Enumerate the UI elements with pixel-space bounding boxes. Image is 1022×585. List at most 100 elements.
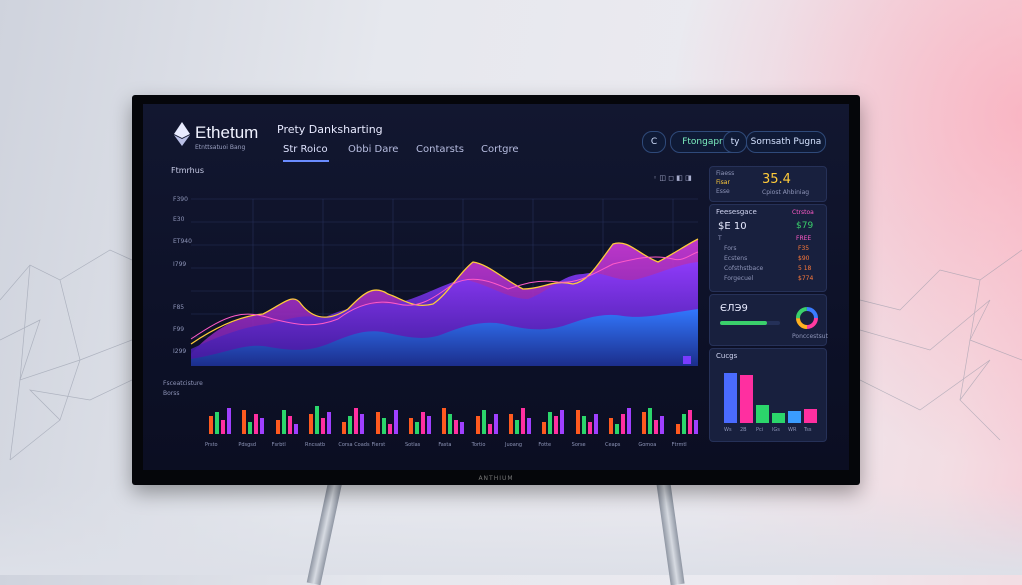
mini-bar — [660, 416, 665, 434]
bar-group: Sotlas — [403, 380, 436, 450]
bar-group-label: Rncsatb — [305, 442, 326, 448]
mini-bar — [354, 408, 359, 434]
active-tab-underline — [283, 160, 329, 162]
mini-bar — [227, 408, 231, 434]
bar-group-label: Fotte — [538, 442, 552, 448]
tv-brand: ANTHIUM — [478, 475, 514, 482]
mini-bar — [527, 418, 531, 434]
list-row-value: F35 — [798, 245, 810, 252]
mini-bar — [675, 424, 680, 434]
tab-data[interactable]: Obbi Dare — [348, 144, 399, 155]
bar-strip: Prsto Pdsgsd Fsrbtl Rncsatb Corsa Coads Fiers… — [203, 380, 703, 450]
mini-bar — [654, 420, 659, 434]
mini-bar — [693, 420, 698, 434]
mini-bar — [387, 424, 392, 434]
side-bars-label: Cucgs — [716, 352, 738, 360]
bar-group: Ftrmtl — [670, 380, 703, 450]
bar-group-label: Juoang — [505, 442, 523, 448]
tv-monitor: Ethetum Prety Danksharting Etnttsatuoi B… — [132, 95, 860, 485]
bar-group: Ceaps — [603, 380, 636, 450]
side-bar — [724, 373, 737, 423]
mini-bar — [475, 416, 480, 434]
side-bar-card: Cucgs Ws 2B Pci lGs WR Tss — [709, 348, 827, 442]
side-bar-tick: Tss — [804, 427, 812, 433]
bar-group-label: Sorse — [571, 442, 586, 448]
tab-charts[interactable]: Cortgre — [481, 144, 519, 155]
floor — [0, 485, 1022, 575]
y-tick: I799 — [173, 261, 187, 268]
bar-strip-label-1: Fsceatcisture — [163, 380, 203, 387]
headline-value: $E 10 — [718, 221, 747, 232]
mini-bar — [627, 408, 631, 434]
mini-bar — [221, 420, 225, 434]
bar-group: Pdsgsd — [236, 380, 269, 450]
side-bar-tick: WR — [788, 427, 797, 433]
list-row-label: Fors — [724, 245, 737, 252]
mini-bar — [393, 410, 398, 434]
bar-group: Juoang — [503, 380, 536, 450]
y-tick: F99 — [173, 326, 185, 333]
mini-bar — [321, 418, 325, 434]
side-bar — [756, 405, 769, 423]
stat-line1: Fiaess — [716, 170, 735, 177]
bar-group: Fsrbtl — [270, 380, 303, 450]
list-card: Feesesgace Ctrstoa $E 10 $79 T FREE Fors… — [709, 204, 827, 292]
bar-group-label: Gomoa — [638, 442, 657, 448]
mini-bar — [581, 416, 586, 434]
mini-bar — [342, 422, 347, 434]
mini-bar — [248, 422, 253, 434]
stat-card: Fiaess Fisar Esse 35.4 Cpiost Ahbiniag — [709, 166, 827, 202]
tab-overview[interactable]: Str Roico — [283, 144, 328, 155]
bar-group-label: Ftrmtl — [671, 442, 687, 448]
side-bar — [788, 411, 801, 423]
mini-bar — [575, 410, 580, 434]
mini-bar — [215, 412, 219, 434]
dashboard-screen: Ethetum Prety Danksharting Etnttsatuoi B… — [143, 104, 849, 470]
stat-value-sub: Cpiost Ahbiniag — [762, 189, 810, 196]
bar-group-label: Prsto — [205, 442, 218, 448]
mini-bar — [509, 414, 513, 434]
mini-bar — [687, 410, 692, 434]
mini-bar — [487, 424, 492, 434]
y-tick: I299 — [173, 348, 187, 355]
mini-bar — [621, 414, 625, 434]
bar-group-label: Corsa Coads — [338, 442, 370, 448]
bar-group: Fierst — [370, 380, 403, 450]
mini-bar — [381, 418, 386, 434]
mini-bar — [542, 422, 547, 434]
mini-bar — [415, 422, 419, 434]
stat-value: 35.4 — [762, 172, 791, 187]
stat-line2: Fisar — [716, 179, 730, 186]
bar-group: Corsa Coads — [336, 380, 370, 450]
mini-bar — [493, 414, 498, 434]
chart-toolbar-icons[interactable]: ◦ ◫ ◻ ◧ ◨ — [653, 174, 692, 182]
mini-bar — [454, 420, 459, 434]
pill-small-1[interactable]: C — [642, 131, 666, 153]
mini-bar — [642, 412, 647, 434]
main-area-chart — [190, 198, 699, 366]
mini-bar — [448, 414, 453, 434]
bar-strip-label-2: Borss — [163, 390, 180, 397]
side-bars-chart — [724, 363, 820, 423]
list-row-label: Cofsthstbace — [724, 265, 764, 272]
mini-bar — [260, 418, 265, 434]
mini-bar — [548, 412, 553, 434]
mini-bar — [360, 414, 365, 434]
mini-bar — [460, 422, 465, 434]
y-tick: F390 — [173, 196, 188, 203]
side-bar-tick: 2B — [740, 427, 747, 433]
mini-bar — [287, 416, 292, 434]
bar-group: Fasta — [436, 380, 469, 450]
bar-group-label: Tortio — [471, 442, 486, 448]
mini-bar — [427, 416, 431, 434]
bar-group: Fotte — [536, 380, 569, 450]
mini-bar — [587, 422, 592, 434]
side-bars-x-ticks: Ws 2B Pci lGs WR Tss — [724, 427, 820, 437]
secondary-pill-button[interactable]: Sornsath Pugna — [746, 131, 826, 153]
bar-group-label: Pdsgsd — [238, 442, 257, 448]
mini-bar — [515, 420, 519, 434]
tab-contracts[interactable]: Contarsts — [416, 144, 464, 155]
sub-right: FREE — [796, 235, 812, 242]
mini-bar — [281, 410, 286, 434]
